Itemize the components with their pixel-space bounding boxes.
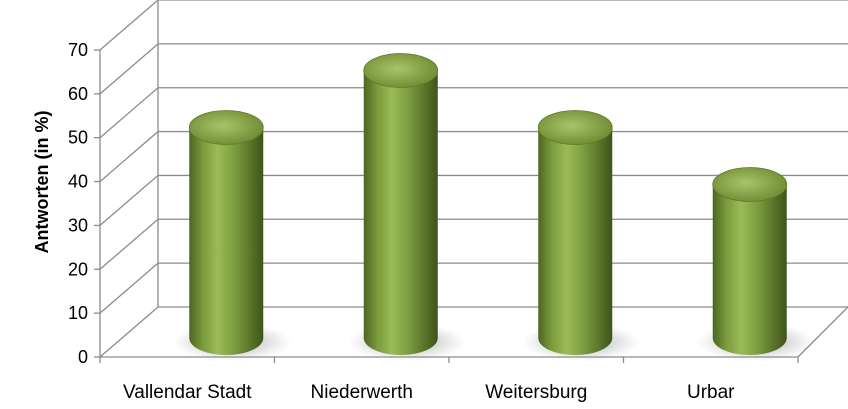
y-tick-label: 40: [68, 172, 88, 192]
gridline: [99, 43, 848, 95]
bar: [173, 110, 292, 361]
bar-body: [538, 127, 613, 355]
bar-top: [712, 167, 788, 202]
bar-body: [712, 184, 787, 355]
bar-top: [363, 53, 439, 88]
bar-body: [189, 127, 264, 355]
y-tick-label: 70: [68, 40, 88, 60]
x-tick-labels: Vallendar Stadt Niederwerth Weitersburg Urb…: [123, 382, 735, 403]
bar: [522, 110, 641, 361]
y-tick-label: 0: [78, 347, 88, 367]
x-tick-label: Niederwerth: [311, 382, 413, 403]
bar-top: [537, 110, 613, 145]
y-tick-labels: 0 10 20 30 40 50 60 70: [68, 40, 88, 367]
y-tick-label: 10: [68, 303, 88, 323]
x-tick-label: Weitersburg: [485, 382, 587, 403]
bar: [696, 167, 815, 361]
y-axis-title: Antworten (in %): [32, 111, 52, 254]
bar-body: [363, 70, 438, 355]
x-tick-label: Vallendar Stadt: [123, 382, 252, 403]
y-tick-label: 60: [68, 84, 88, 104]
x-tick-label: Urbar: [687, 382, 735, 403]
y-tick-label: 20: [68, 259, 88, 279]
bar-top: [188, 110, 264, 145]
gridline: [99, 0, 848, 51]
bar: [347, 53, 466, 361]
y-tick-label: 50: [68, 128, 88, 148]
y-tick-label: 30: [68, 215, 88, 235]
bars: [173, 53, 815, 361]
